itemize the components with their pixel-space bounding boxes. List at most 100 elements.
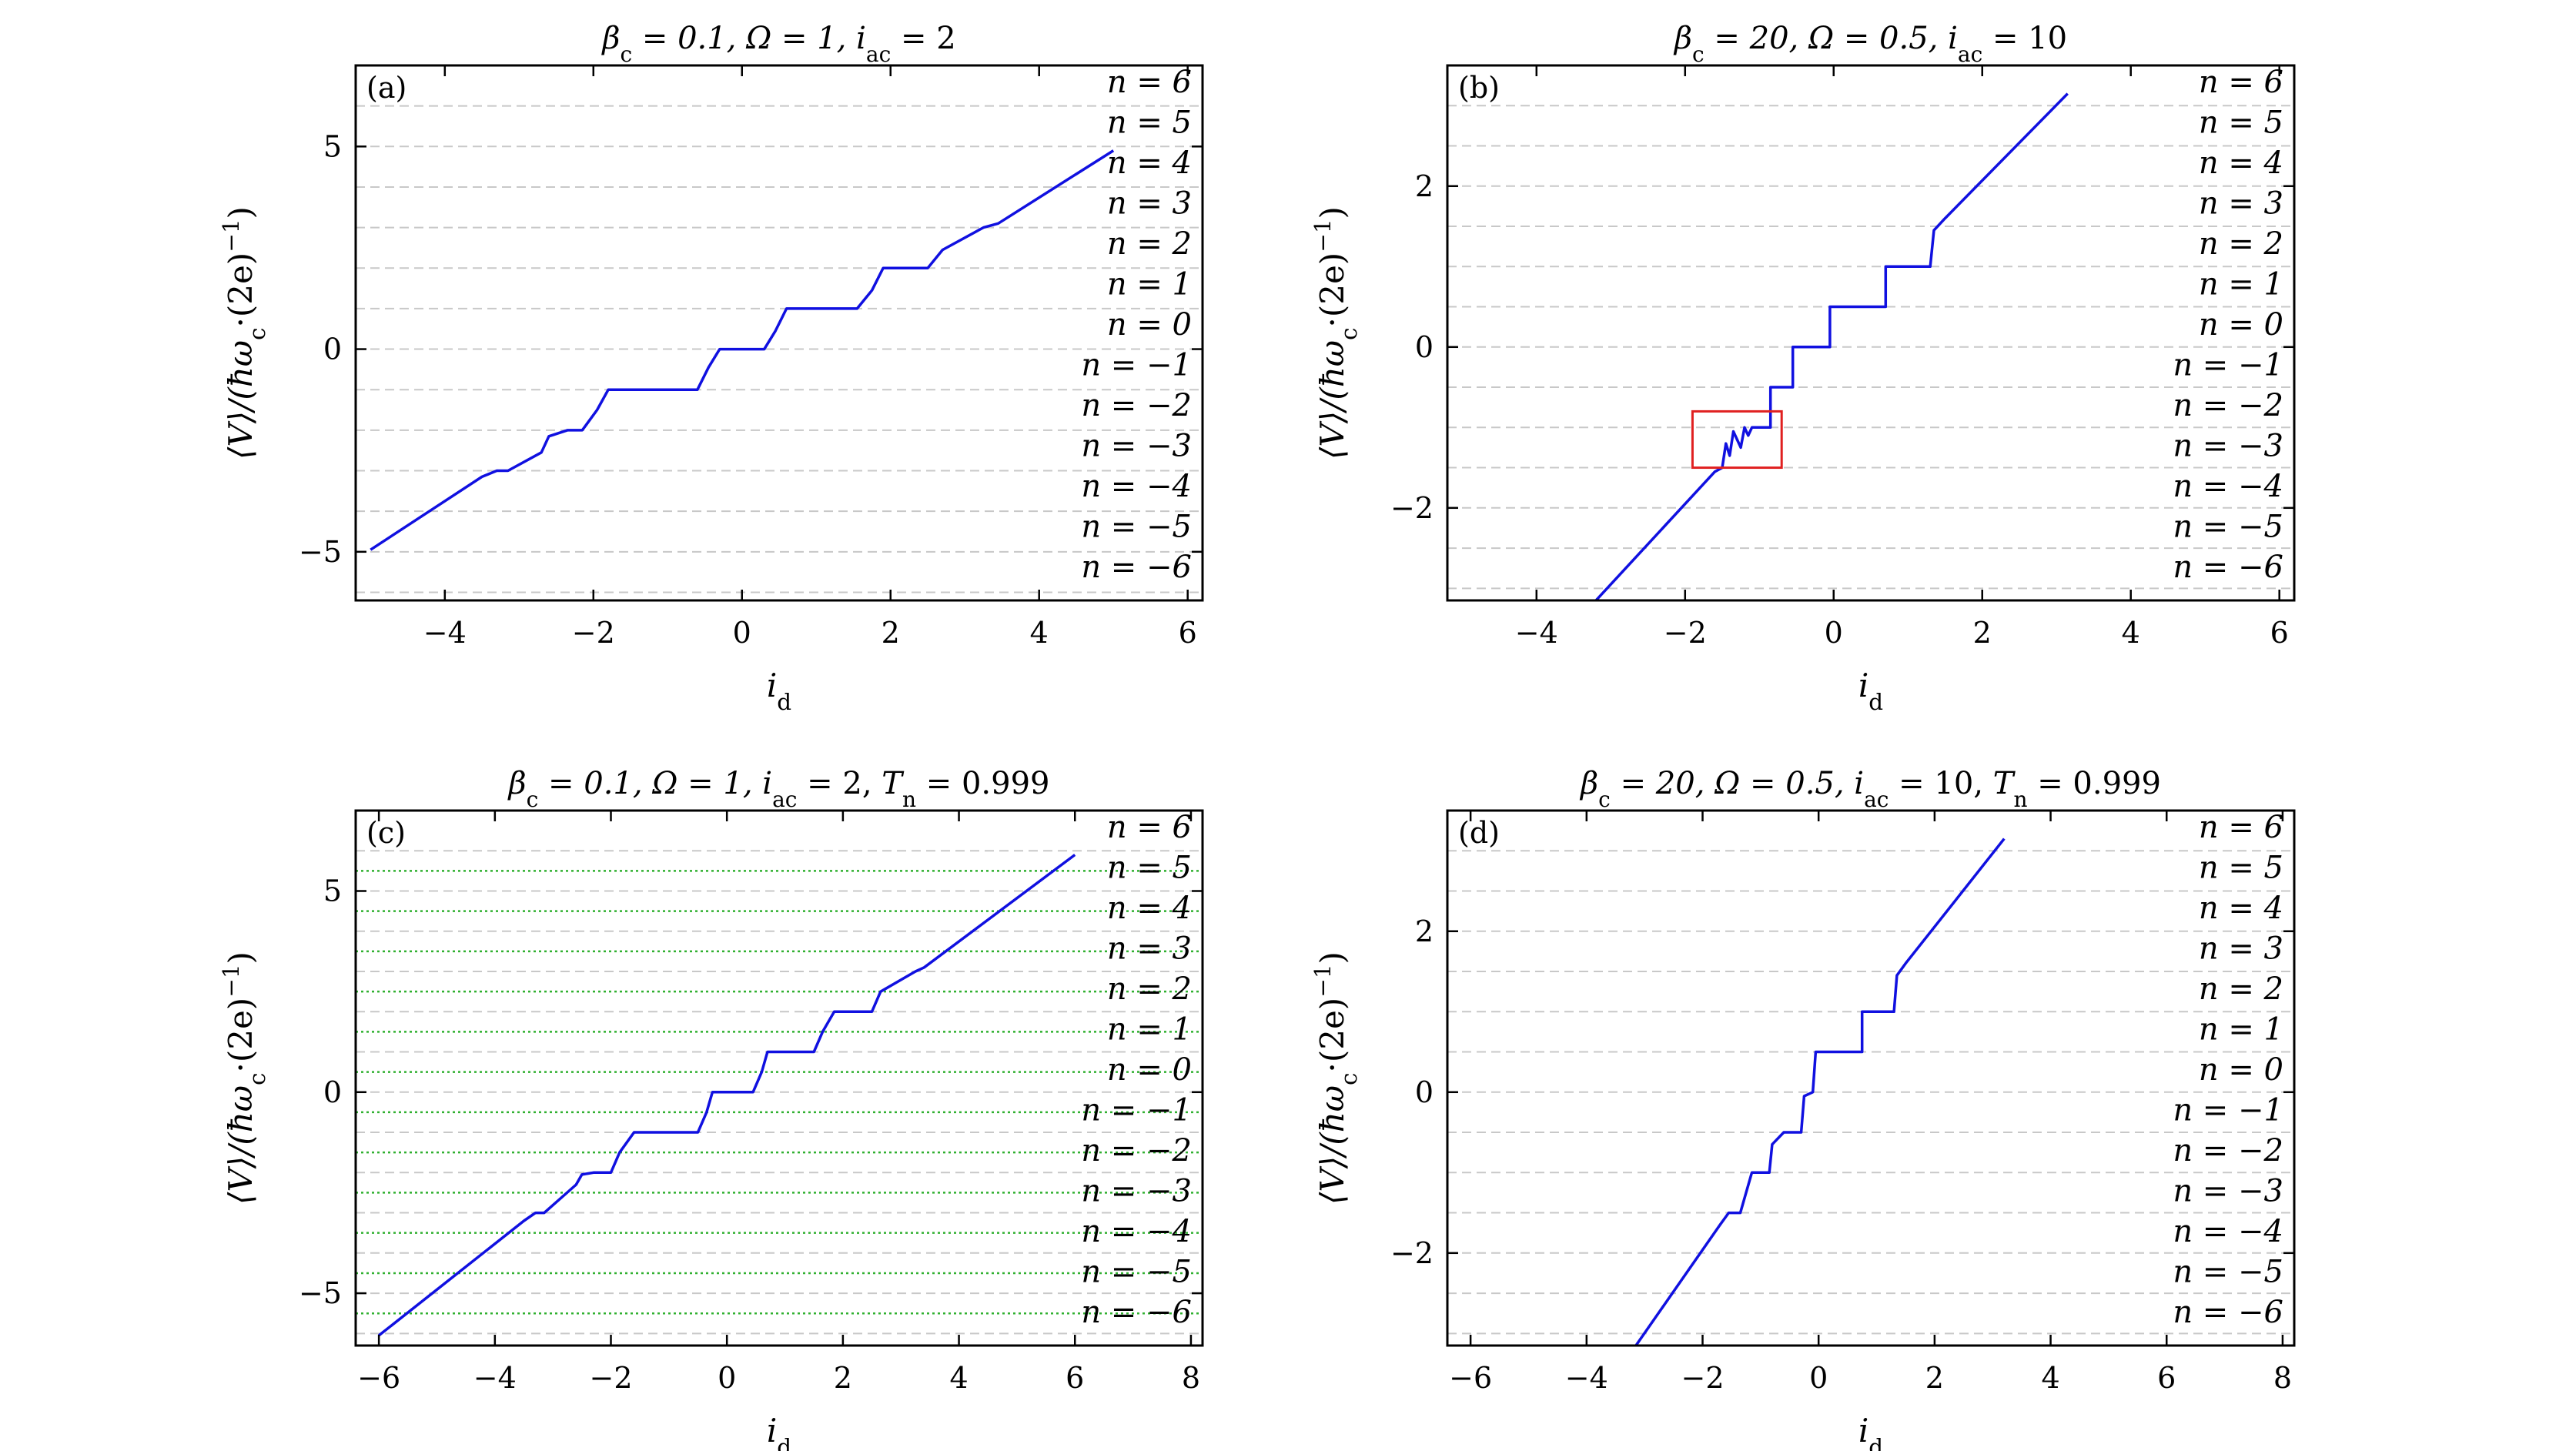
level-label: n = −5: [2173, 510, 2283, 545]
level-label: n = 5: [1107, 851, 1192, 886]
level-label: n = 4: [2199, 891, 2283, 926]
level-label: n = −2: [1081, 1133, 1192, 1168]
level-label: n = −3: [2173, 429, 2283, 464]
level-label: n = −6: [2173, 550, 2283, 585]
x-tick-label: 0: [733, 616, 751, 650]
level-label: n = 1: [1107, 1012, 1192, 1048]
chart-title: βc = 0.1, Ω = 1, iac = 2, Tn = 0.999: [507, 766, 1050, 812]
x-tick-label: 4: [2122, 616, 2140, 650]
level-label: n = 2: [2199, 226, 2283, 262]
x-tick-label: 8: [1182, 1361, 1200, 1395]
panel-label: (d): [1458, 816, 1500, 850]
y-tick-label: 0: [323, 333, 342, 366]
x-tick-label: 4: [949, 1361, 968, 1395]
x-tick-label: −2: [572, 616, 615, 650]
x-axis-label: id: [1858, 1412, 1883, 1451]
x-tick-label: 2: [882, 616, 900, 650]
x-tick-label: 0: [1809, 1361, 1828, 1395]
level-label: n = 5: [2199, 105, 2283, 141]
level-label: n = −4: [2173, 1214, 2283, 1249]
level-label: n = 3: [2199, 186, 2283, 222]
plot-area: [356, 105, 1203, 593]
level-label: n = −2: [2173, 1133, 2283, 1168]
plot-frame: [1446, 64, 2296, 602]
panel-label: (b): [1458, 71, 1500, 105]
x-tick-label: −4: [1515, 616, 1558, 650]
x-axis-label: id: [767, 667, 791, 715]
x-tick-label: 0: [718, 1361, 736, 1395]
level-label: n = 5: [2199, 851, 2283, 886]
level-label: n = 6: [2199, 65, 2283, 100]
y-axis-label: ⟨V⟩/(ħωc·(2e)−1): [218, 206, 270, 460]
level-label: n = −6: [1081, 550, 1192, 585]
plot-area: [1447, 92, 2294, 600]
x-tick-label: −6: [1449, 1361, 1492, 1395]
y-tick-label: −2: [1390, 491, 1434, 525]
series-line: [1634, 838, 2006, 1346]
y-tick-label: −5: [299, 535, 342, 569]
level-label: n = −4: [2173, 469, 2283, 504]
x-tick-label: 8: [2273, 1361, 2292, 1395]
series-line: [370, 149, 1115, 551]
level-label: n = 6: [1107, 810, 1192, 845]
x-tick-label: 2: [834, 1361, 852, 1395]
x-axis-label: id: [767, 1412, 791, 1451]
level-label: n = −4: [1081, 1214, 1192, 1249]
x-tick-label: 6: [1179, 616, 1197, 650]
level-label: n = 5: [1107, 105, 1192, 141]
plot-frame: [1446, 809, 2296, 1347]
y-tick-label: 0: [1415, 330, 1434, 364]
level-label: n = −3: [1081, 429, 1192, 464]
y-tick-label: 5: [323, 874, 342, 908]
level-label: n = 4: [2199, 145, 2283, 181]
chart-title: βc = 20, Ω = 0.5, iac = 10: [1673, 21, 2067, 67]
y-tick-label: 2: [1415, 169, 1434, 203]
level-label: n = 1: [2199, 267, 2283, 303]
level-label: n = 0: [1107, 1052, 1192, 1088]
x-tick-label: −2: [1681, 1361, 1724, 1395]
level-label: n = 0: [2199, 1052, 2283, 1088]
x-tick-label: 6: [1066, 1361, 1084, 1395]
plot-frame: [354, 64, 1204, 602]
level-label: n = 4: [1107, 145, 1192, 181]
level-label: n = −1: [2173, 1093, 2283, 1128]
highlight-box: [1691, 410, 1783, 470]
plot-frame: [354, 809, 1204, 1347]
level-label: n = 6: [1107, 65, 1192, 100]
level-label: n = −4: [1081, 469, 1192, 504]
level-label: n = −2: [1081, 388, 1192, 423]
x-tick-label: −4: [423, 616, 467, 650]
x-tick-label: 0: [1825, 616, 1843, 650]
level-label: n = −1: [1081, 1093, 1192, 1128]
x-tick-label: 6: [2157, 1361, 2176, 1395]
level-label: n = 4: [1107, 891, 1192, 926]
level-label: n = −6: [2173, 1295, 2283, 1330]
y-tick-label: −2: [1390, 1236, 1434, 1270]
series-line: [1594, 92, 2069, 600]
level-label: n = 1: [1107, 267, 1192, 303]
panel-label: (c): [366, 816, 406, 850]
level-label: n = 0: [1107, 307, 1192, 343]
level-label: n = 6: [2199, 810, 2283, 845]
level-label: n = −1: [2173, 348, 2283, 383]
y-tick-label: 5: [323, 129, 342, 163]
x-tick-label: −4: [473, 1361, 517, 1395]
level-label: n = 0: [2199, 307, 2283, 343]
panel-c: −6 −4 −2 0 2 4 6 8 −5 0 5 n = 6 n = 5 n = 4 n = 3 n = 2…: [218, 766, 1204, 1451]
level-label: n = 3: [1107, 931, 1192, 967]
panel-label: (a): [366, 71, 406, 105]
x-tick-label: 2: [1925, 1361, 1944, 1395]
level-label: n = −3: [2173, 1174, 2283, 1209]
level-label: n = −5: [1081, 1255, 1192, 1290]
y-axis-label: ⟨V⟩/(ħωc·(2e)−1): [1310, 951, 1362, 1205]
level-label: n = −5: [2173, 1255, 2283, 1290]
series-line: [378, 854, 1076, 1337]
plot-area: [356, 850, 1203, 1337]
chart-title: βc = 20, Ω = 0.5, iac = 10, Tn = 0.999: [1579, 766, 2161, 812]
panel-a: −4 −2 0 2 4 6 −5 0 5 n = 6 n = 5 n = 4 n = 3 n = 2 n =…: [218, 21, 1204, 715]
y-axis-label: ⟨V⟩/(ħωc·(2e)−1): [218, 951, 270, 1205]
y-tick-label: −5: [299, 1276, 342, 1310]
level-label: n = −3: [1081, 1174, 1192, 1209]
plot-area: [1447, 838, 2294, 1346]
panel-b: −4 −2 0 2 4 6 −2 0 2 n = 6 n = 5 n = 4 n = 3 n = 2 n =…: [1310, 21, 2296, 715]
